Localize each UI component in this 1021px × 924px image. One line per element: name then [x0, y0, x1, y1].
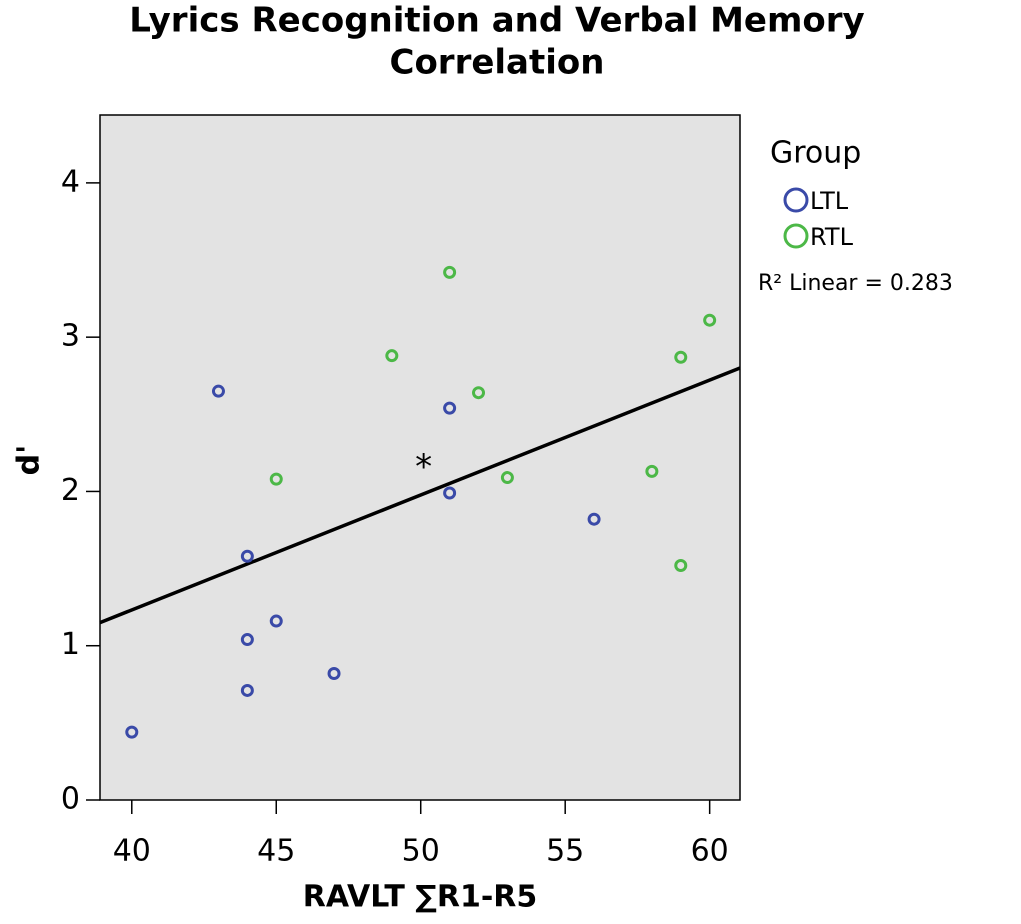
data-point — [240, 683, 254, 697]
x-tick-label: 45 — [257, 834, 295, 869]
data-point — [472, 386, 486, 400]
x-tick-label: 60 — [691, 834, 729, 869]
data-point — [327, 666, 341, 680]
x-tick-label: 40 — [113, 834, 151, 869]
y-tick-label: 0 — [61, 782, 80, 817]
data-point — [674, 350, 688, 364]
chart-title: Lyrics Recognition and Verbal Memory — [129, 1, 864, 41]
data-point — [443, 401, 457, 415]
data-point — [125, 725, 139, 739]
data-point — [269, 614, 283, 628]
legend-marker — [783, 223, 809, 249]
annotation: * — [415, 447, 432, 487]
data-point — [674, 558, 688, 572]
data-point — [645, 464, 659, 478]
legend-title: Group — [770, 136, 861, 171]
x-tick-label: 50 — [402, 834, 440, 869]
y-tick-label: 2 — [61, 473, 80, 508]
data-point — [385, 349, 399, 363]
data-point — [240, 549, 254, 563]
fit-line — [99, 366, 741, 625]
legend-label: RTL — [810, 223, 854, 251]
legend-marker — [783, 187, 809, 213]
y-axis-label: d' — [12, 445, 47, 476]
legend-label: LTL — [810, 187, 849, 215]
plot-area — [99, 114, 741, 801]
chart-title: Correlation — [390, 43, 605, 83]
x-tick-label: 55 — [546, 834, 584, 869]
fit-label: R² Linear = 0.283 — [758, 271, 953, 296]
data-point — [703, 313, 717, 327]
data-point — [587, 512, 601, 526]
data-point — [240, 633, 254, 647]
data-point — [269, 472, 283, 486]
data-point — [500, 471, 514, 485]
y-tick-label: 4 — [61, 164, 80, 199]
x-axis-label: RAVLT ∑R1-R5 — [303, 880, 538, 915]
y-tick-label: 1 — [61, 627, 80, 662]
data-point — [211, 384, 225, 398]
data-point — [443, 486, 457, 500]
y-tick-label: 3 — [61, 319, 80, 354]
data-point — [443, 265, 457, 279]
